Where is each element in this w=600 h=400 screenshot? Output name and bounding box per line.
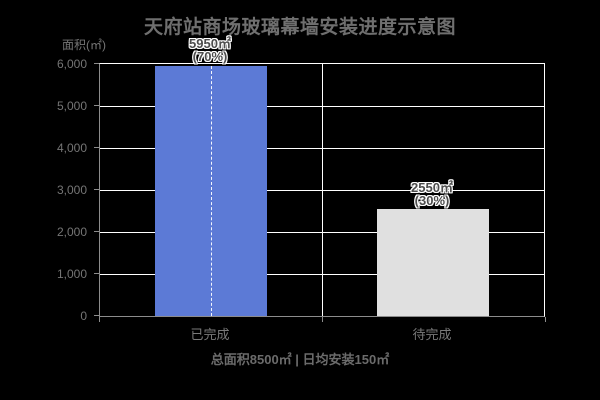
- bar-completed: [155, 66, 267, 316]
- y-tick-label: 0: [80, 309, 87, 323]
- value-label-completed-percent: (70%): [192, 49, 228, 64]
- y-tick-mark: [94, 231, 99, 232]
- y-tick-mark: [94, 147, 99, 148]
- x-axis-label-completed: 已完成: [190, 327, 230, 342]
- y-axis-tick-marks: [94, 63, 99, 317]
- y-tick-label: 4,000: [56, 141, 87, 155]
- y-tick-label: 6,000: [56, 57, 87, 71]
- y-tick-mark: [94, 273, 99, 274]
- y-axis-tick-labels: 0 1,000 2,000 3,000 4,000 5,000 6,000: [40, 57, 93, 323]
- y-tick-mark: [94, 63, 99, 64]
- x-axis-tick-marks: [99, 317, 546, 322]
- value-label-completed: 5950㎡ (70%): [140, 37, 280, 63]
- plot-area: [99, 63, 545, 317]
- y-tick-label: 5,000: [56, 99, 87, 113]
- chart-title: 天府站商场玻璃幕墙安装进度示意图: [143, 17, 456, 38]
- x-axis-label-pending: 待完成: [412, 327, 452, 342]
- x-tick-mark: [99, 317, 100, 322]
- value-label-pending-percent: (30%): [414, 193, 450, 208]
- y-tick-label: 3,000: [56, 183, 87, 197]
- y-axis-name: 面积(㎡): [62, 38, 106, 52]
- y-tick-mark: [94, 105, 99, 106]
- chart-footer-annotation: 总面积8500㎡ | 日均安装150㎡: [210, 352, 390, 367]
- value-label-completed-amount: 5950㎡: [189, 36, 231, 51]
- value-label-pending: 2550㎡ (30%): [362, 181, 502, 207]
- bar-center-dashline: [211, 66, 212, 316]
- category-split-line: [322, 64, 323, 316]
- x-tick-mark: [322, 317, 323, 322]
- bar-pending: [377, 208, 489, 316]
- y-tick-mark: [94, 315, 99, 316]
- y-tick-mark: [94, 189, 99, 190]
- y-tick-label: 1,000: [56, 267, 87, 281]
- value-label-pending-amount: 2550㎡: [411, 180, 453, 195]
- x-tick-mark: [545, 317, 546, 322]
- y-tick-label: 2,000: [56, 225, 87, 239]
